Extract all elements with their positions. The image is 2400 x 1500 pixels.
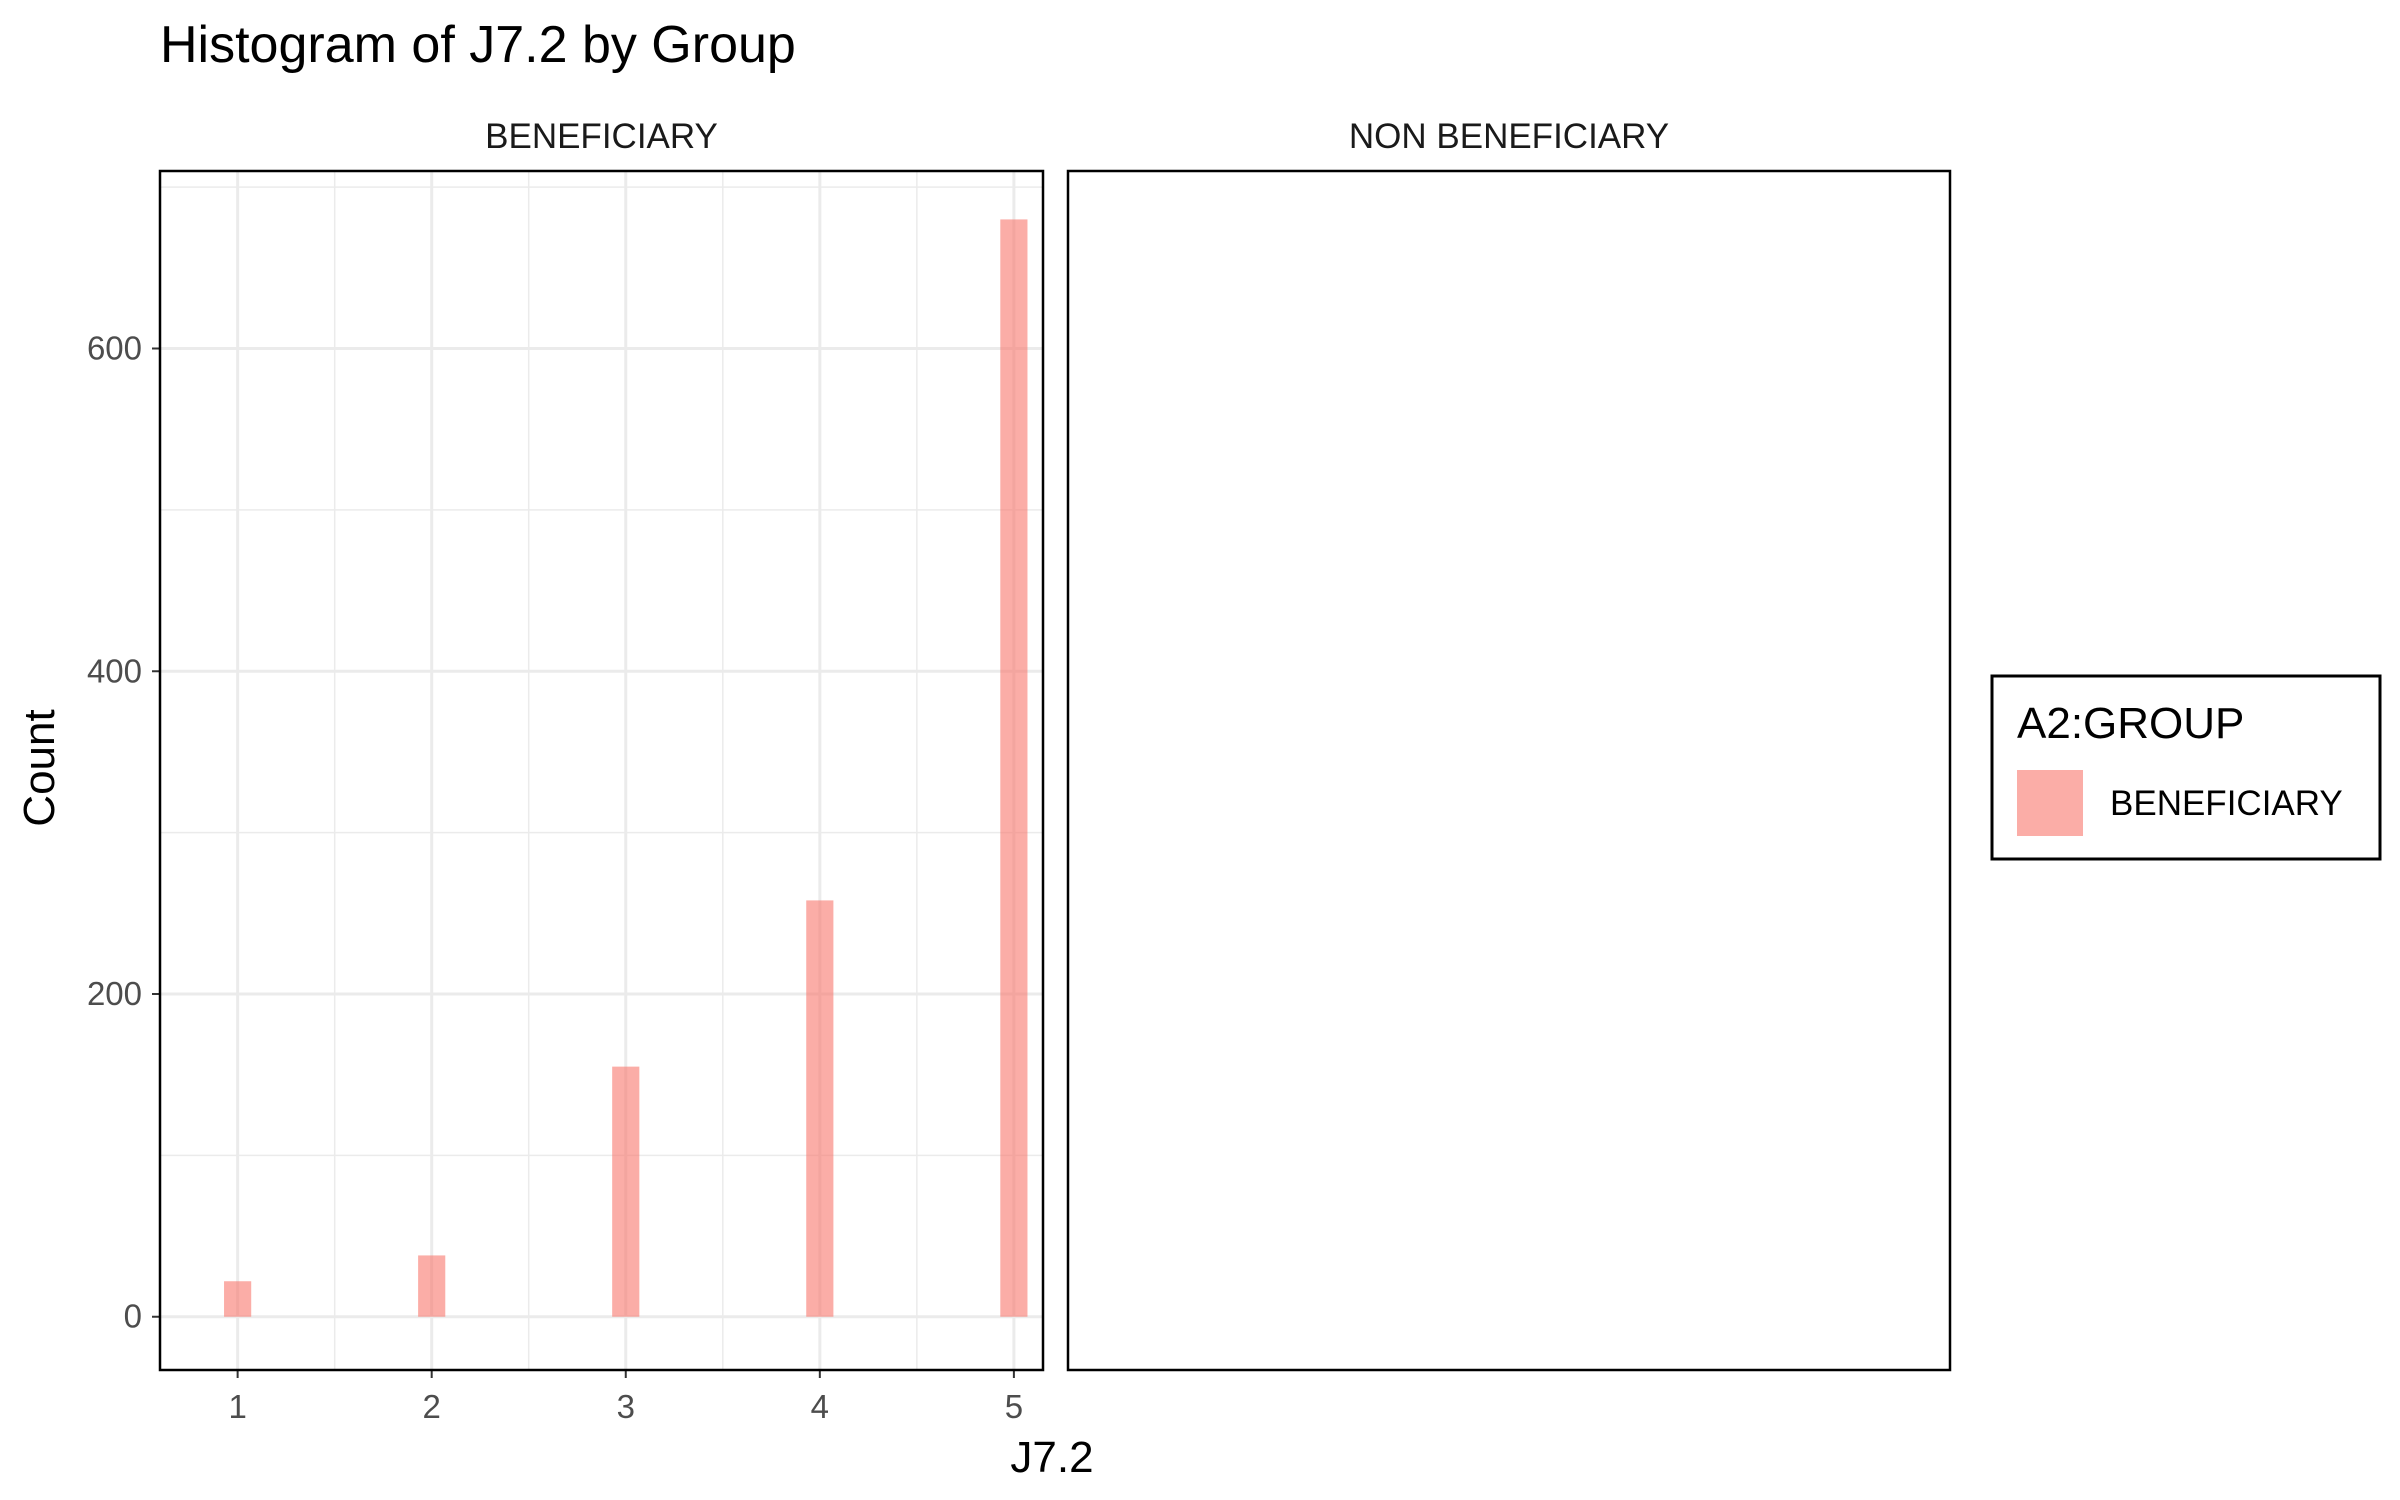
histogram-bar-4 [806, 900, 834, 1317]
x-tick-label: 3 [617, 1388, 635, 1425]
histogram-bar-3 [612, 1066, 640, 1317]
histogram-bar-1 [224, 1281, 252, 1317]
histogram-bar-5 [1000, 219, 1028, 1317]
facets: BENEFICIARY 0 200 400 600 1 2 3 4 5 NON BENEFICIAR… [87, 117, 1952, 1425]
y-tick-label: 400 [87, 652, 142, 689]
legend-label: BENEFICIARY [2110, 784, 2343, 823]
histogram-bar-2 [418, 1255, 446, 1317]
panel-border [158, 169, 1045, 1372]
facet-strip-label: BENEFICIARY [485, 117, 718, 156]
x-tick-label: 2 [423, 1388, 441, 1425]
legend-title: A2:GROUP [2017, 699, 2244, 748]
y-tick-label: 600 [87, 330, 142, 367]
legend-items: BENEFICIARY [2017, 770, 2343, 836]
x-axis-title: J7.2 [1010, 1433, 1093, 1482]
legend-key [2017, 770, 2083, 836]
x-tick-label: 1 [228, 1388, 246, 1425]
panel-border [1066, 169, 1952, 1372]
facet-panel-1: BENEFICIARY 0 200 400 600 1 2 3 4 5 [87, 117, 1045, 1425]
facet-strip-label: NON BENEFICIARY [1349, 117, 1669, 156]
y-tick-label: 200 [87, 975, 142, 1012]
x-tick-label: 4 [811, 1388, 829, 1425]
facet-panel-2: NON BENEFICIARY [1066, 117, 1952, 1372]
y-tick-label: 0 [124, 1298, 142, 1335]
chart-title: Histogram of J7.2 by Group [160, 16, 796, 74]
y-axis-title: Count [15, 709, 64, 826]
x-tick-label: 5 [1005, 1388, 1023, 1425]
legend: A2:GROUP BENEFICIARY [1990, 674, 2382, 861]
